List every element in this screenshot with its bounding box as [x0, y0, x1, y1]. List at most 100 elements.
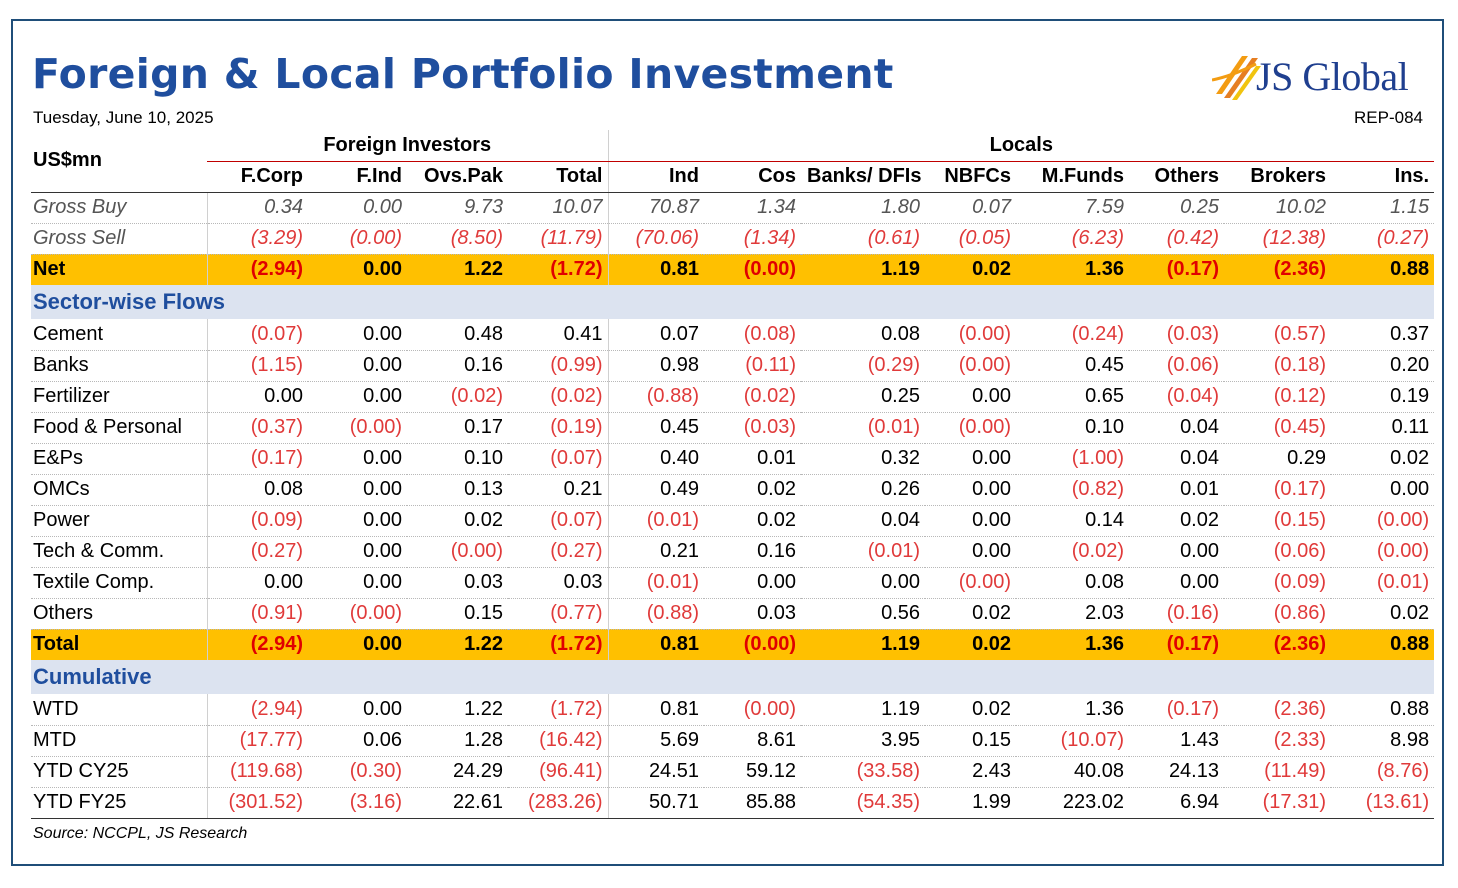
table-cell: 0.08: [1016, 567, 1129, 599]
table-cell: 0.03: [508, 567, 609, 599]
table-cell: 0.02: [704, 474, 801, 506]
table-cell: (0.01): [608, 567, 704, 599]
table-cell: 0.00: [207, 381, 308, 413]
table-cell: (0.82): [1016, 474, 1129, 506]
table-cell: 0.81: [608, 694, 704, 726]
table-cell: 0.03: [407, 567, 508, 599]
row-label: Textile Comp.: [31, 567, 208, 599]
table-cell: (3.16): [308, 787, 407, 819]
table-cell: 22.61: [407, 787, 508, 819]
table-cell: 0.13: [407, 474, 508, 506]
table-cell: 0.00: [308, 567, 407, 599]
column-header: Ovs.Pak: [407, 161, 508, 193]
table-cell: (16.42): [508, 725, 609, 757]
table-cell: 0.02: [1129, 505, 1224, 537]
group-foreign-investors: Foreign Investors: [207, 130, 609, 162]
gross-buy-row: Gross Buy 0.34 0.00 9.73 10.07 70.87 1.34 1.80 0…: [31, 192, 1435, 224]
table-cell: 10.07: [508, 192, 609, 224]
table-cell: (1.72): [508, 694, 609, 726]
table-cell: (0.04): [1129, 381, 1224, 413]
table-cell: 24.29: [407, 756, 508, 788]
table-cell: (3.29): [207, 223, 308, 255]
group-locals: Locals: [608, 130, 1435, 162]
table-cell: 0.00: [925, 536, 1016, 568]
table-cell: 0.00: [308, 505, 407, 537]
row-label: WTD: [31, 694, 208, 726]
table-cell: (1.34): [704, 223, 801, 255]
table-cell: 0.17: [407, 412, 508, 444]
table-cell: (2.94): [207, 694, 308, 726]
table-cell: 0.00: [308, 319, 407, 351]
table-cell: 0.00: [1331, 474, 1435, 506]
table-cell: 0.01: [1129, 474, 1224, 506]
js-global-logo-icon: [1212, 56, 1261, 100]
table-cell: 6.94: [1129, 787, 1224, 819]
table-cell: (0.37): [207, 412, 308, 444]
table-cell: (0.03): [704, 412, 801, 444]
table-cell: 0.00: [1129, 536, 1224, 568]
table-cell: (0.00): [925, 567, 1016, 599]
table-cell: (0.19): [508, 412, 609, 444]
column-header: F.Ind: [308, 161, 407, 193]
table-cell: 0.48: [407, 319, 508, 351]
table-cell: 0.26: [801, 474, 925, 506]
section-title: Sector-wise Flows: [31, 285, 1435, 319]
table-cell: 0.25: [1129, 192, 1224, 224]
table-cell: 2.43: [925, 756, 1016, 788]
sector-row: Fertilizer 0.00 0.00 (0.02) (0.02) (0.88) (0.0…: [31, 381, 1435, 413]
row-label: Tech & Comm.: [31, 536, 208, 568]
net-row: Net (2.94) 0.00 1.22 (1.72) 0.81 (0.00) 1.19 0.0…: [31, 254, 1435, 285]
table-cell: 0.03: [704, 598, 801, 630]
table-cell: (0.27): [207, 536, 308, 568]
table-cell: 0.45: [1016, 350, 1129, 382]
table-cell: (0.16): [1129, 598, 1224, 630]
table-cell: (0.06): [1224, 536, 1331, 568]
table-cell: 0.00: [308, 254, 407, 285]
table-cell: 0.02: [925, 254, 1016, 285]
table-cell: 0.00: [308, 443, 407, 475]
gross-sell-row: Gross Sell (3.29) (0.00) (8.50) (11.79) (70.0…: [31, 223, 1435, 255]
table-cell: 24.51: [608, 756, 704, 788]
source-note: Source: NCCPL, JS Research: [33, 825, 248, 842]
table-cell: 0.00: [308, 474, 407, 506]
table-cell: (0.01): [801, 412, 925, 444]
table-cell: (54.35): [801, 787, 925, 819]
row-label: YTD FY25: [31, 787, 208, 819]
table-cell: 0.40: [608, 443, 704, 475]
table-cell: 1.36: [1016, 629, 1129, 660]
cumulative-row: MTD (17.77) 0.06 1.28 (16.42) 5.69 8.61 3.95 0.1…: [31, 725, 1435, 757]
table-cell: 0.02: [704, 505, 801, 537]
column-header: Banks/ DFIs: [801, 161, 925, 193]
table-cell: 8.98: [1331, 725, 1435, 757]
table-cell: 0.88: [1331, 629, 1435, 660]
table-cell: (301.52): [207, 787, 308, 819]
table-cell: 0.49: [608, 474, 704, 506]
table-cell: 1.34: [704, 192, 801, 224]
table-cell: (1.72): [508, 629, 609, 660]
row-label: Food & Personal: [31, 412, 208, 444]
report-frame: [11, 19, 1444, 866]
column-header-row: F.Corp F.Ind Ovs.Pak Total Ind Cos Banks/ DFIs…: [31, 161, 1435, 193]
table-cell: (11.49): [1224, 756, 1331, 788]
table-cell: 0.01: [704, 443, 801, 475]
table-cell: (8.50): [407, 223, 508, 255]
table-cell: (0.03): [1129, 319, 1224, 351]
sector-section-header: Sector-wise Flows: [31, 285, 1435, 319]
cumulative-section-header: Cumulative: [31, 660, 1435, 694]
table-cell: (0.06): [1129, 350, 1224, 382]
table-cell: (0.27): [508, 536, 609, 568]
table-cell: (0.77): [508, 598, 609, 630]
table-cell: 50.71: [608, 787, 704, 819]
table-cell: 1.22: [407, 629, 508, 660]
table-cell: (0.02): [508, 381, 609, 413]
table-cell: (0.12): [1224, 381, 1331, 413]
table-cell: (0.91): [207, 598, 308, 630]
column-header: Brokers: [1224, 161, 1331, 193]
column-header: NBFCs: [925, 161, 1016, 193]
row-label: Gross Buy: [31, 192, 208, 224]
table-cell: (0.00): [925, 319, 1016, 351]
column-header: Ind: [608, 161, 704, 193]
table-cell: 0.11: [1331, 412, 1435, 444]
section-title: Cumulative: [31, 660, 1435, 694]
table-cell: 0.00: [801, 567, 925, 599]
